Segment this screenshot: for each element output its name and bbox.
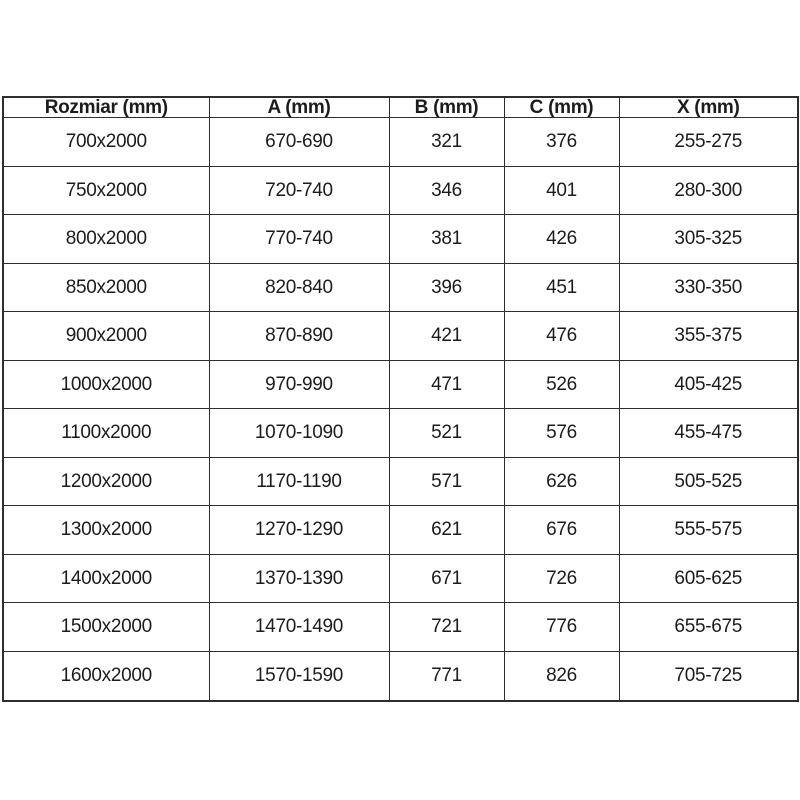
table-cell: 330-350: [618, 262, 799, 313]
table-cell: 1570-1590: [208, 650, 390, 702]
table-cell: 776: [503, 602, 620, 652]
table-row: 1300x2000 1270-1290 621 676 555-575: [2, 505, 799, 555]
table-row: 800x2000 770-740 381 426 305-325: [2, 214, 799, 264]
table-cell: 471: [388, 359, 505, 410]
table-cell: 750x2000: [2, 165, 210, 216]
table-row: 850x2000 820-840 396 451 330-350: [2, 262, 799, 313]
table-cell: 521: [388, 408, 505, 458]
table-cell: 426: [503, 214, 620, 264]
column-header-rozmiar: Rozmiar (mm): [2, 96, 210, 118]
table-cell: 255-275: [618, 117, 799, 167]
table-cell: 626: [503, 456, 620, 507]
table-cell: 870-890: [208, 311, 390, 361]
table-cell: 376: [503, 117, 620, 167]
table-cell: 671: [388, 553, 505, 604]
column-header-x: X (mm): [618, 96, 799, 118]
table-cell: 705-725: [618, 650, 799, 702]
table-cell: 526: [503, 359, 620, 410]
table-cell: 1500x2000: [2, 602, 210, 652]
table-cell: 396: [388, 262, 505, 313]
table-cell: 1400x2000: [2, 553, 210, 604]
table-cell: 720-740: [208, 165, 390, 216]
table-row: 1500x2000 1470-1490 721 776 655-675: [2, 602, 799, 652]
table-cell: 1600x2000: [2, 650, 210, 702]
table-cell: 1100x2000: [2, 408, 210, 458]
table-cell: 1000x2000: [2, 359, 210, 410]
table-cell: 555-575: [618, 505, 799, 555]
table-cell: 1170-1190: [208, 456, 390, 507]
table-cell: 405-425: [618, 359, 799, 410]
table-cell: 476: [503, 311, 620, 361]
table-cell: 576: [503, 408, 620, 458]
table-row: 900x2000 870-890 421 476 355-375: [2, 311, 799, 361]
table-cell: 451: [503, 262, 620, 313]
table-cell: 1270-1290: [208, 505, 390, 555]
table-row: 700x2000 670-690 321 376 255-275: [2, 117, 799, 167]
table-cell: 605-625: [618, 553, 799, 604]
column-header-c: C (mm): [503, 96, 620, 118]
table-cell: 346: [388, 165, 505, 216]
table-cell: 850x2000: [2, 262, 210, 313]
table-header-row: Rozmiar (mm) A (mm) B (mm) C (mm) X (mm): [2, 96, 799, 118]
table-row: 1600x2000 1570-1590 771 826 705-725: [2, 650, 799, 702]
size-table: Rozmiar (mm) A (mm) B (mm) C (mm) X (mm)…: [2, 96, 799, 702]
table-cell: 421: [388, 311, 505, 361]
table-body: 700x2000 670-690 321 376 255-275 750x200…: [2, 117, 799, 702]
table-cell: 305-325: [618, 214, 799, 264]
table-row: 1200x2000 1170-1190 571 626 505-525: [2, 456, 799, 507]
table-cell: 571: [388, 456, 505, 507]
table-cell: 401: [503, 165, 620, 216]
table-row: 750x2000 720-740 346 401 280-300: [2, 165, 799, 216]
table-cell: 621: [388, 505, 505, 555]
table-cell: 900x2000: [2, 311, 210, 361]
table-cell: 771: [388, 650, 505, 702]
table-cell: 655-675: [618, 602, 799, 652]
table-cell: 670-690: [208, 117, 390, 167]
column-header-a: A (mm): [208, 96, 390, 118]
table-cell: 1470-1490: [208, 602, 390, 652]
table-cell: 1370-1390: [208, 553, 390, 604]
table-cell: 970-990: [208, 359, 390, 410]
table-cell: 770-740: [208, 214, 390, 264]
table-cell: 721: [388, 602, 505, 652]
table-cell: 820-840: [208, 262, 390, 313]
table-cell: 700x2000: [2, 117, 210, 167]
column-header-b: B (mm): [388, 96, 505, 118]
table-cell: 1300x2000: [2, 505, 210, 555]
table-cell: 381: [388, 214, 505, 264]
table-row: 1400x2000 1370-1390 671 726 605-625: [2, 553, 799, 604]
table-cell: 280-300: [618, 165, 799, 216]
table-cell: 1200x2000: [2, 456, 210, 507]
table-cell: 676: [503, 505, 620, 555]
table-cell: 800x2000: [2, 214, 210, 264]
table-cell: 1070-1090: [208, 408, 390, 458]
table-cell: 321: [388, 117, 505, 167]
table-cell: 355-375: [618, 311, 799, 361]
table-row: 1100x2000 1070-1090 521 576 455-475: [2, 408, 799, 458]
table-cell: 505-525: [618, 456, 799, 507]
table-cell: 455-475: [618, 408, 799, 458]
table-row: 1000x2000 970-990 471 526 405-425: [2, 359, 799, 410]
table-cell: 826: [503, 650, 620, 702]
table-cell: 726: [503, 553, 620, 604]
